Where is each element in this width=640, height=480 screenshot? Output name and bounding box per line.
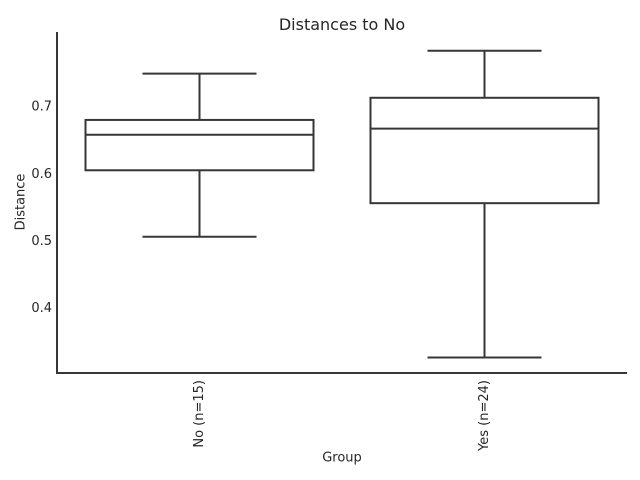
- y-tick-label: 0.5: [31, 234, 52, 249]
- y-tick-label: 0.6: [31, 167, 52, 182]
- x-tick-label: No (n=15): [192, 380, 207, 448]
- chart-title: Distances to No: [278, 15, 406, 34]
- iqr-box: [84, 118, 315, 172]
- y-tick-label: 0.7: [31, 100, 52, 115]
- x-tick-label: Yes (n=24): [477, 380, 492, 452]
- x-axis-label: Group: [322, 450, 362, 466]
- iqr-box: [369, 96, 600, 205]
- y-tick-label: 0.4: [31, 301, 52, 316]
